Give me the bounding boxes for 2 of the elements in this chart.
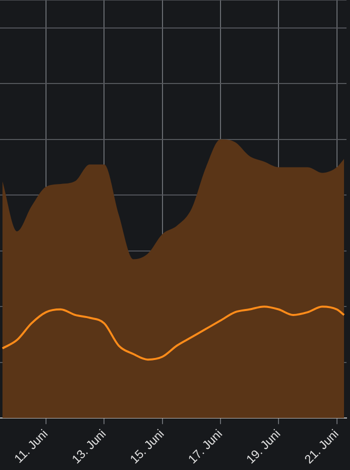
x-tick-label: 21. Juni bbox=[302, 426, 342, 466]
x-tick-label: 15. Juni bbox=[127, 426, 167, 466]
